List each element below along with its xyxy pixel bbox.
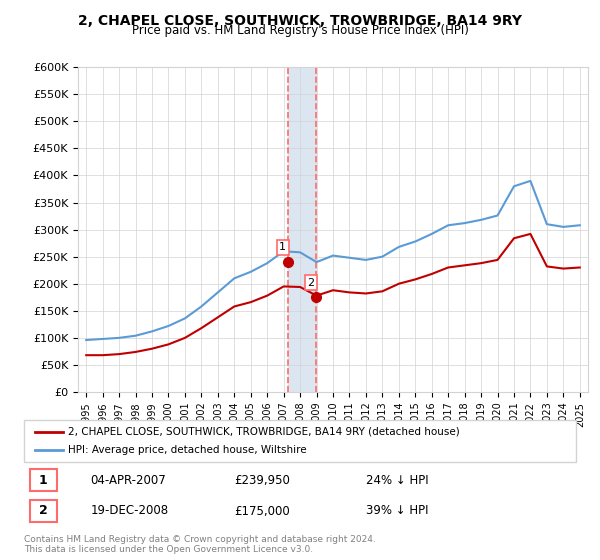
FancyBboxPatch shape	[29, 469, 57, 491]
Text: 2, CHAPEL CLOSE, SOUTHWICK, TROWBRIDGE, BA14 9RY (detached house): 2, CHAPEL CLOSE, SOUTHWICK, TROWBRIDGE, …	[68, 427, 460, 437]
FancyBboxPatch shape	[24, 420, 576, 462]
FancyBboxPatch shape	[29, 500, 57, 522]
Text: Contains HM Land Registry data © Crown copyright and database right 2024.
This d: Contains HM Land Registry data © Crown c…	[24, 535, 376, 554]
Text: £175,000: £175,000	[234, 505, 290, 517]
Text: 1: 1	[39, 474, 47, 487]
Text: 04-APR-2007: 04-APR-2007	[90, 474, 166, 487]
Text: 2: 2	[307, 278, 314, 287]
Text: HPI: Average price, detached house, Wiltshire: HPI: Average price, detached house, Wilt…	[68, 445, 307, 455]
Text: 24% ↓ HPI: 24% ↓ HPI	[366, 474, 429, 487]
Text: 19-DEC-2008: 19-DEC-2008	[90, 505, 169, 517]
Bar	[288, 67, 316, 392]
Text: 2, CHAPEL CLOSE, SOUTHWICK, TROWBRIDGE, BA14 9RY: 2, CHAPEL CLOSE, SOUTHWICK, TROWBRIDGE, …	[78, 14, 522, 28]
Text: £239,950: £239,950	[234, 474, 290, 487]
Text: 2: 2	[39, 505, 47, 517]
Text: 1: 1	[280, 242, 286, 253]
Text: Price paid vs. HM Land Registry's House Price Index (HPI): Price paid vs. HM Land Registry's House …	[131, 24, 469, 36]
Text: 39% ↓ HPI: 39% ↓ HPI	[366, 505, 429, 517]
